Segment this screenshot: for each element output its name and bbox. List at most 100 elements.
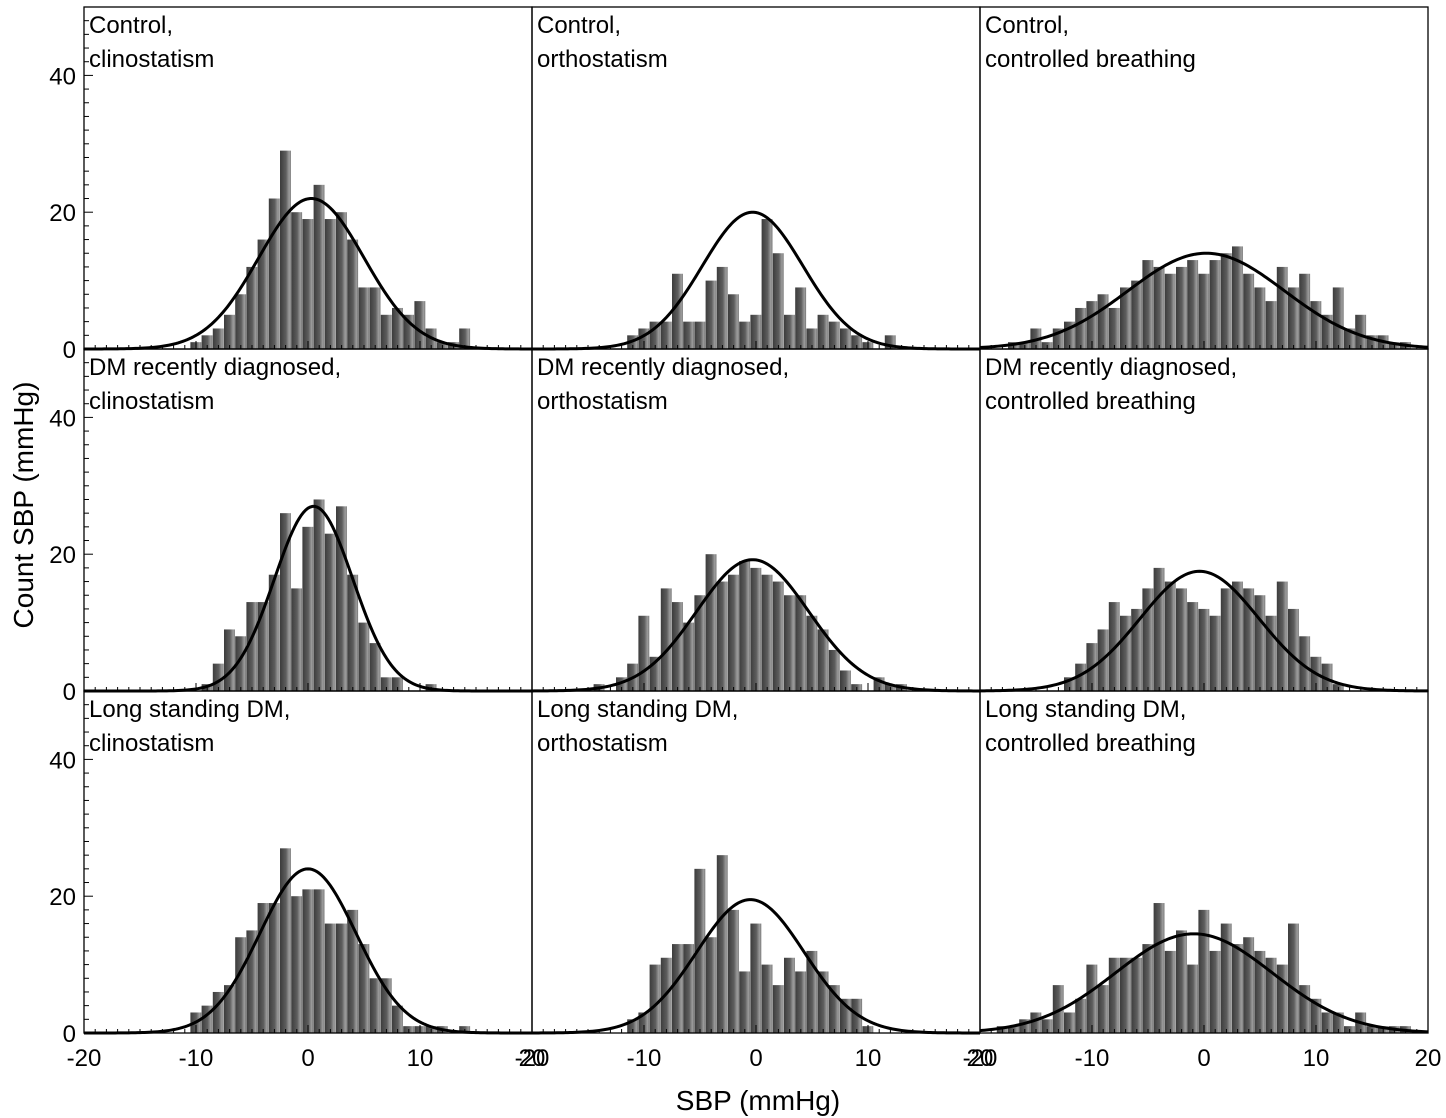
histogram-bar: [1265, 301, 1277, 349]
histogram-bar: [1310, 301, 1322, 349]
histogram-bar: [257, 903, 269, 1033]
histogram-bar: [694, 868, 706, 1033]
histogram-bar: [739, 561, 751, 691]
histogram-bar: [313, 499, 325, 691]
histogram-bar: [1344, 328, 1355, 349]
histogram-bar: [224, 314, 235, 349]
y-tick-label: 40: [49, 63, 76, 90]
panel-2-1: DM recently diagnosed, clinostatism: [83, 348, 533, 693]
histogram-bar: [806, 950, 818, 1033]
histogram-bar: [1164, 273, 1176, 349]
histogram-bar: [638, 328, 650, 349]
y-tick-label: 0: [63, 679, 76, 706]
histogram-bar: [1187, 602, 1199, 691]
panel-label: DM recently diagnosed, orthostatism: [537, 354, 789, 415]
histogram-bar: [817, 314, 829, 349]
x-axis-title: SBP (mmHg): [676, 1085, 840, 1116]
histogram-bar: [1232, 246, 1243, 349]
histogram-bar: [683, 321, 695, 349]
histogram-bar: [884, 335, 896, 349]
histogram-bar: [302, 219, 314, 349]
x-tick-label: 20: [1415, 1045, 1442, 1072]
histogram-bar: [1176, 930, 1187, 1033]
x-tick-label: 0: [749, 1045, 762, 1072]
x-tick-label: -20: [67, 1045, 102, 1072]
panel-label-line: controlled breathing: [985, 388, 1196, 415]
histogram-bar: [683, 622, 695, 691]
histogram-bar: [1064, 1012, 1075, 1033]
y-tick-label: 40: [49, 405, 76, 432]
histogram-bar: [201, 335, 213, 349]
x-ticks: [531, 1025, 981, 1033]
x-tick-label: -10: [1075, 1045, 1110, 1072]
panel-grid: Control, clinostatism Control, orthostatism…: [83, 6, 1429, 1035]
histogram-bar: [1019, 1019, 1031, 1033]
histogram-bar: [1041, 1019, 1053, 1033]
histogram-bar: [1299, 636, 1311, 691]
histogram-bar: [660, 321, 672, 349]
histogram-bar: [1108, 957, 1120, 1033]
histogram-bar: [1209, 260, 1221, 349]
panel-label-line: Long standing DM,: [537, 696, 738, 723]
histogram-bar: [1164, 950, 1176, 1033]
panel-label-line: Long standing DM,: [89, 696, 290, 723]
panel-label: Long standing DM, orthostatism: [537, 696, 738, 757]
histogram-bar: [1142, 944, 1154, 1033]
histogram-bar: [1120, 615, 1131, 691]
histogram-bar: [212, 328, 224, 349]
histogram-bar: [313, 184, 325, 349]
panel-label: Control, orthostatism: [537, 12, 668, 73]
histogram-bar: [1198, 608, 1210, 691]
histogram-bar: [380, 314, 392, 349]
panel-3-3: Long standing DM, controlled breathing: [979, 690, 1429, 1034]
histogram-bar: [268, 903, 280, 1033]
x-tick-label: 10: [1303, 1045, 1330, 1072]
histogram-bar: [795, 287, 807, 349]
histogram-bar: [246, 602, 258, 691]
histogram-bar: [336, 212, 347, 349]
histogram-bar: [772, 985, 784, 1033]
x-ticks: [83, 1025, 533, 1033]
histogram-bar: [1310, 998, 1322, 1033]
histogram-bar: [705, 937, 717, 1033]
histogram-bar: [380, 677, 392, 691]
histogram-bar: [1243, 588, 1255, 691]
histogram-bar: [324, 219, 336, 349]
bars: [201, 499, 437, 691]
histogram-bar: [840, 670, 851, 691]
y-ticks: [84, 348, 93, 692]
histogram-bar: [840, 328, 851, 349]
normal-fit-curve: [532, 210, 980, 351]
histogram-bar: [672, 273, 683, 349]
histogram-bar: [1299, 985, 1311, 1033]
y-tick-labels: 0 20 40 0 20 40 0 20 40: [49, 63, 76, 1048]
histogram-bar: [1120, 957, 1131, 1033]
panel-label-line: controlled breathing: [985, 730, 1196, 757]
histogram-bar: [694, 321, 706, 349]
histogram-bar: [459, 328, 471, 349]
histogram-bar: [750, 923, 762, 1033]
histogram-bar: [1332, 1012, 1344, 1033]
histogram-bar: [1153, 567, 1165, 691]
histogram-bar: [1187, 260, 1199, 349]
bars: [1064, 567, 1344, 691]
histogram-bar: [1075, 663, 1087, 691]
histogram-bar: [739, 971, 751, 1033]
panel-label-line: Control,: [985, 12, 1069, 39]
bars: [190, 848, 471, 1033]
histogram-bar: [1232, 944, 1243, 1033]
histogram-bar: [1288, 608, 1299, 691]
bars: [627, 219, 896, 349]
histogram-bar: [1097, 294, 1109, 349]
histogram-bar: [851, 998, 863, 1033]
histogram-bar: [302, 889, 314, 1033]
histogram-bar: [1220, 923, 1232, 1033]
histogram-bar: [1153, 266, 1165, 349]
x-tick-label: 0: [301, 1045, 314, 1072]
panel-label-line: Control,: [537, 12, 621, 39]
histogram-bar: [828, 985, 840, 1033]
histogram-bar: [772, 253, 784, 349]
histogram-bar: [649, 656, 661, 691]
panel-1-1: Control, clinostatism: [83, 6, 533, 351]
histogram-bar: [1030, 1012, 1042, 1033]
